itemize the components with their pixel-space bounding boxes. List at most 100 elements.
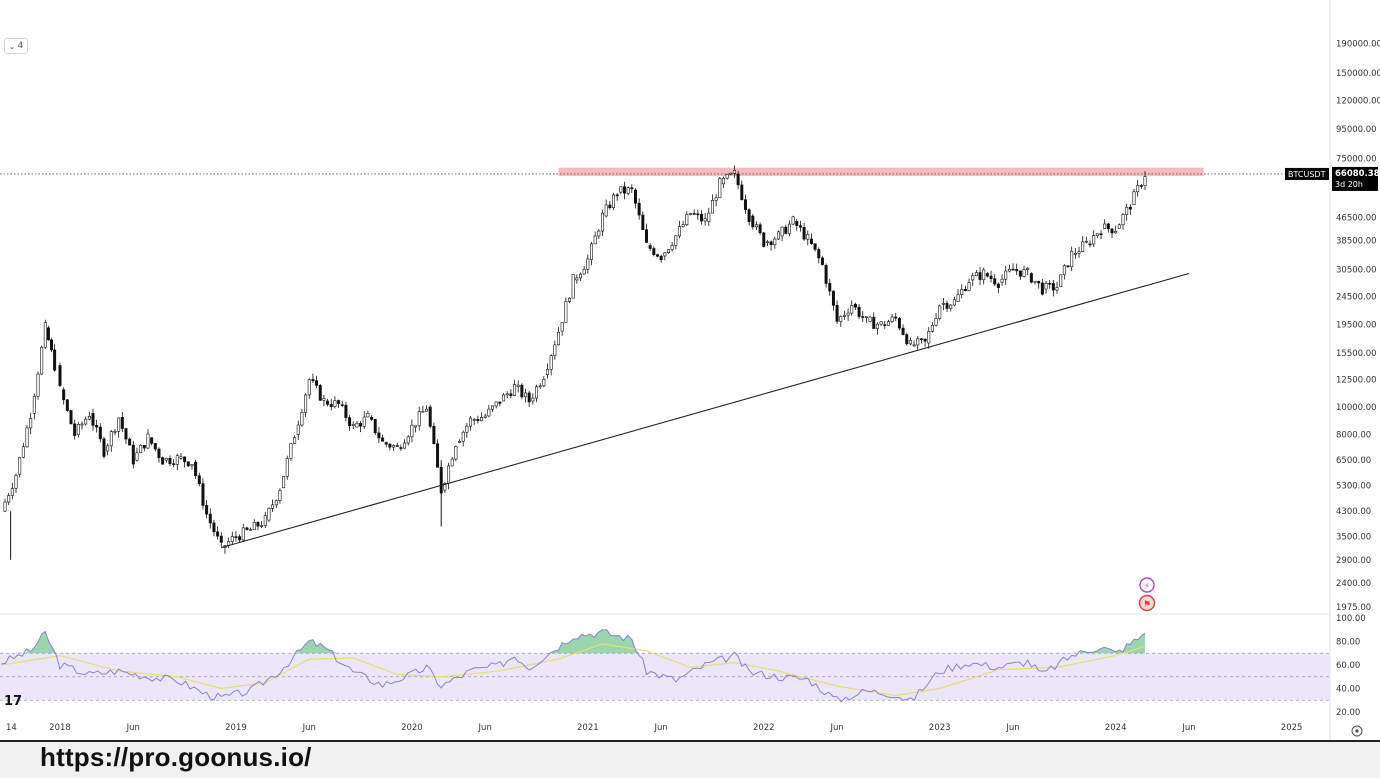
lightning-marker[interactable]: ⚡ — [1139, 577, 1155, 593]
time-tick-label: Jun — [654, 723, 668, 733]
candle-body — [117, 417, 121, 432]
candle — [582, 266, 586, 275]
candle-body — [7, 495, 11, 503]
candle-body — [58, 365, 62, 386]
candle — [296, 420, 300, 440]
gear-icon[interactable] — [1351, 725, 1363, 737]
gear-icon-center — [1355, 729, 1359, 733]
candle — [1004, 265, 1008, 285]
candle-body — [696, 213, 700, 216]
time-tick-label: 2019 — [225, 723, 247, 733]
time-tick-label: Jun — [302, 723, 316, 733]
price-tick-label: 4300.00 — [1336, 507, 1371, 517]
candle-body — [370, 417, 374, 420]
interval-dropdown[interactable]: ⌄ 4 — [4, 38, 28, 54]
candle-body — [263, 515, 267, 526]
candle-body — [1022, 269, 1026, 277]
candle — [971, 272, 975, 286]
candle — [725, 173, 729, 180]
candle — [765, 240, 769, 246]
candle-body — [190, 463, 194, 467]
candle — [355, 421, 359, 428]
candle — [340, 400, 344, 408]
candle-body — [721, 177, 725, 185]
candle-body — [743, 199, 747, 210]
candle — [106, 443, 110, 456]
footer-url[interactable]: https://pro.goonus.io/ — [40, 742, 312, 772]
time-axis[interactable]: 14 2018 Jun 2019 Jun 2020 Jun 2021 Jun 2022 Jun 202… — [6, 723, 1363, 737]
time-tick-label: Jun — [1005, 723, 1019, 733]
candle — [53, 344, 57, 372]
candle — [908, 337, 912, 345]
candle-body — [256, 522, 260, 527]
candle — [611, 192, 615, 211]
flag-marker[interactable]: ⚑ — [1138, 594, 1156, 612]
candle — [98, 423, 102, 443]
candle — [648, 242, 652, 251]
candle-body — [828, 283, 832, 292]
price-tick-label: 38500.00 — [1336, 237, 1377, 247]
candle-body — [447, 465, 451, 484]
candle-body — [234, 536, 238, 538]
candle — [406, 434, 410, 446]
candle-body — [949, 304, 953, 309]
candle-body — [619, 186, 623, 193]
footer-bar — [0, 740, 1380, 778]
candle-body — [1106, 223, 1110, 230]
candle — [974, 269, 978, 277]
candle — [787, 220, 791, 237]
candle-body — [300, 412, 304, 426]
candle — [183, 456, 187, 468]
logo-text: 17 — [4, 694, 23, 709]
candle-body — [307, 379, 311, 396]
time-tick-label: 2022 — [753, 723, 775, 733]
candle — [271, 499, 275, 512]
candle — [461, 430, 465, 447]
candle — [1077, 246, 1081, 258]
candle — [820, 256, 824, 266]
candle — [579, 272, 583, 281]
candle — [644, 223, 648, 244]
candle-body — [666, 249, 670, 254]
candle-body — [458, 440, 462, 443]
candle-body — [740, 184, 744, 200]
candle — [806, 230, 810, 246]
candle — [886, 319, 890, 326]
candle-body — [993, 278, 997, 285]
candle — [307, 378, 311, 399]
candle — [337, 399, 341, 409]
candle — [425, 405, 429, 412]
candle — [718, 176, 722, 199]
candle — [447, 462, 451, 490]
candle — [1055, 281, 1059, 294]
candle-body — [1000, 278, 1004, 283]
candle-body — [908, 339, 912, 345]
candle — [707, 207, 711, 226]
candle-body — [725, 174, 729, 179]
candle — [747, 208, 751, 226]
price-pane: ⚡⚑ — [0, 0, 1331, 740]
candle-body — [377, 432, 381, 439]
candle-body — [87, 416, 91, 420]
candle — [699, 210, 703, 225]
candle — [593, 231, 597, 245]
candle — [1114, 225, 1118, 234]
price-axis[interactable]: 190000.00 150000.00 120000.00 95000.00 75000… — [1285, 40, 1380, 614]
candle-body — [971, 275, 975, 281]
rsi-pane — [0, 629, 1330, 703]
candle-body — [648, 245, 652, 249]
candle — [553, 340, 557, 360]
rsi-tick-label: 20.00 — [1336, 708, 1360, 718]
candle — [586, 254, 590, 274]
candle-body — [109, 431, 113, 447]
candle-body — [450, 458, 454, 467]
candle-body — [919, 338, 923, 341]
candle-body — [637, 202, 641, 216]
candle-body — [549, 355, 553, 370]
candle-body — [179, 456, 183, 459]
candle — [388, 442, 392, 451]
candle-body — [487, 408, 491, 417]
candle-body — [586, 258, 590, 270]
candle — [95, 419, 99, 433]
